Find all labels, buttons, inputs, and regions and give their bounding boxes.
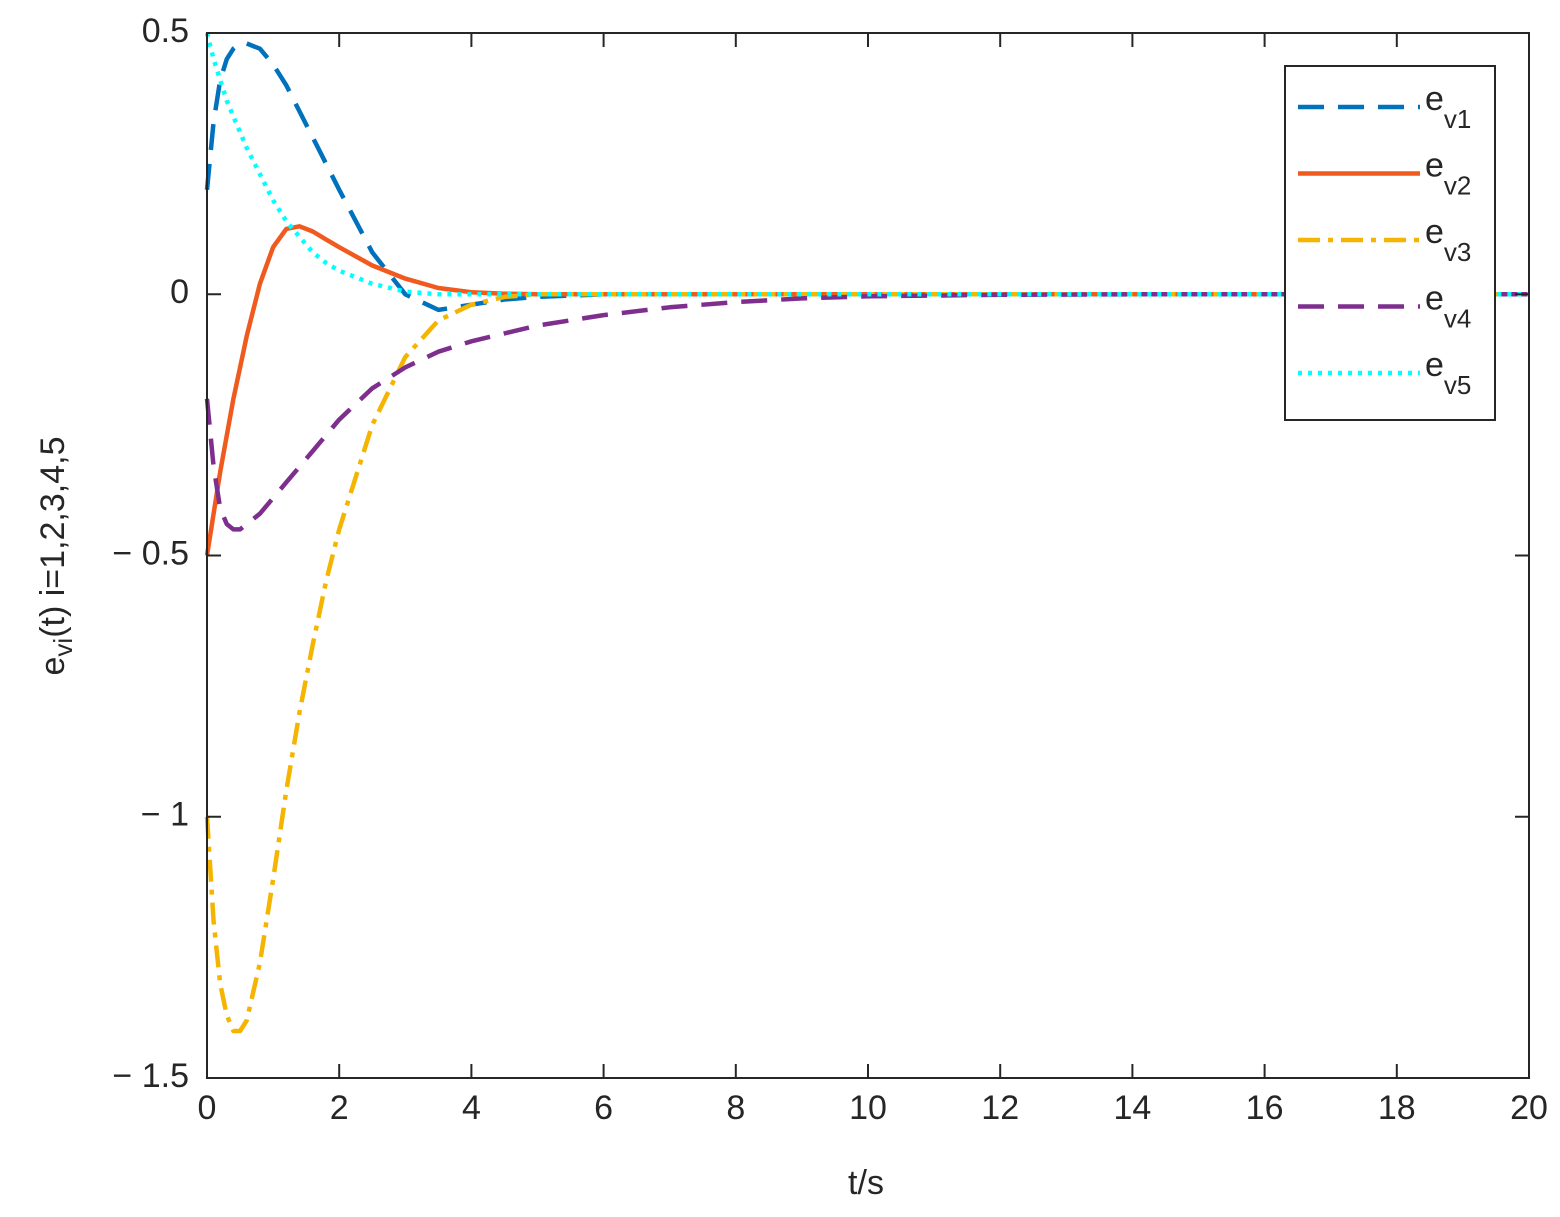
x-tick-label: 20 [1510,1089,1548,1127]
legend-label: ev4 [1425,279,1471,333]
y-label-sub: vi [48,638,78,657]
x-axis-label: t/s [848,1164,884,1202]
legend-subscript: v1 [1444,104,1471,134]
x-tick-label: 12 [981,1089,1019,1127]
x-tick-label: 18 [1378,1089,1416,1127]
x-tick-label: 0 [198,1089,217,1127]
legend-label: ev5 [1425,346,1471,400]
legend-name: e [1425,80,1444,118]
series-line [204,292,1529,532]
x-tick-label: 8 [726,1089,745,1127]
y-tick-label: 0.5 [142,12,189,50]
legend-subscript: v3 [1444,237,1471,267]
legend-label: ev2 [1425,146,1471,200]
legend-subscript: v4 [1444,303,1471,333]
legend-label: ev1 [1425,80,1471,134]
legend-name: e [1425,346,1444,384]
x-tick-label: 2 [330,1089,349,1127]
y-tick-label: − 0.5 [112,534,189,572]
plot-lines [204,32,1529,1034]
x-tick-label: 6 [594,1089,613,1127]
legend-name: e [1425,213,1444,251]
x-tick-label: 4 [462,1089,481,1127]
legend-name: e [1425,279,1444,317]
series-line [204,32,1529,297]
x-tick-label: 14 [1113,1089,1151,1127]
y-tick-label: − 1.5 [112,1057,189,1095]
y-label-base: e [34,657,72,676]
y-axis-label: evi(t) i=1,2,3,4,5 [34,437,78,676]
legend-label: ev3 [1425,213,1471,267]
x-tick-label: 16 [1246,1089,1284,1127]
legend-subscript: v2 [1444,170,1471,200]
legend-name: e [1425,146,1444,184]
legend-subscript: v5 [1444,370,1471,400]
x-tick-label: 10 [849,1089,887,1127]
y-label-rest: (t) i=1,2,3,4,5 [34,437,72,638]
y-tick-label: 0 [170,273,189,311]
legend-box [1284,65,1496,421]
y-tick-label: − 1 [141,796,189,834]
